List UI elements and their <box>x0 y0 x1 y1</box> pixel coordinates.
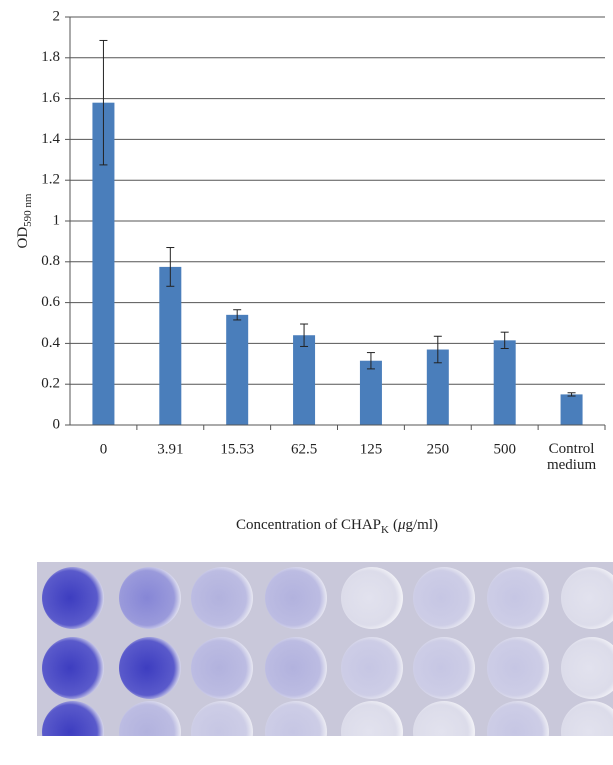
well-plate-photo <box>37 562 613 763</box>
error-bar <box>500 331 509 349</box>
y-tick-label: 0 <box>53 416 61 432</box>
bar <box>493 340 516 425</box>
x-label-unit: ( <box>393 517 398 533</box>
error-bar <box>99 39 108 166</box>
y-label-sub: 590 nm <box>22 193 34 227</box>
x-label-sub: K <box>381 524 389 536</box>
x-tick-label: 0 <box>100 441 108 457</box>
y-label-main: OD <box>15 227 31 249</box>
bar <box>359 360 382 425</box>
x-tick-label: 62.5 <box>291 441 317 457</box>
y-tick-label: 1.8 <box>41 49 60 65</box>
x-label-unit: μ <box>397 517 406 533</box>
y-tick-label: 1.6 <box>41 90 60 106</box>
error-bar <box>233 309 242 321</box>
x-label-main: Concentration of CHAP <box>236 517 381 533</box>
error-bar <box>166 247 175 287</box>
y-tick-label: 1.4 <box>41 131 60 147</box>
y-tick-label: 1.2 <box>41 172 60 188</box>
y-tick-label: 2 <box>53 8 61 24</box>
x-axis-label: Concentration of CHAPK (μg/ml) <box>236 517 438 535</box>
x-tick-label: 500 <box>493 441 516 457</box>
error-bar <box>300 323 309 347</box>
bar <box>293 335 316 425</box>
bar <box>226 314 249 425</box>
y-tick-label: 0.8 <box>41 253 60 269</box>
x-tick-label: 15.53 <box>220 441 254 457</box>
bar <box>159 266 182 425</box>
y-tick-label: 0.6 <box>41 294 60 310</box>
y-tick-label: 0.4 <box>41 335 60 351</box>
bar <box>560 394 583 425</box>
error-bar <box>567 392 576 397</box>
y-tick-label: 1 <box>53 212 61 228</box>
bar <box>92 102 115 426</box>
error-bar <box>366 352 375 370</box>
x-tick-label: 3.91 <box>157 441 183 457</box>
y-axis-label: OD590 nm <box>15 193 33 248</box>
bar <box>426 349 449 425</box>
x-tick-label: 125 <box>360 441 383 457</box>
x-tick-label: 250 <box>427 441 450 457</box>
x-label-unit: g/ml) <box>405 517 438 533</box>
error-bar <box>433 335 442 364</box>
y-tick-label: 0.2 <box>41 376 60 392</box>
x-tick-label: Control medium <box>547 441 596 473</box>
